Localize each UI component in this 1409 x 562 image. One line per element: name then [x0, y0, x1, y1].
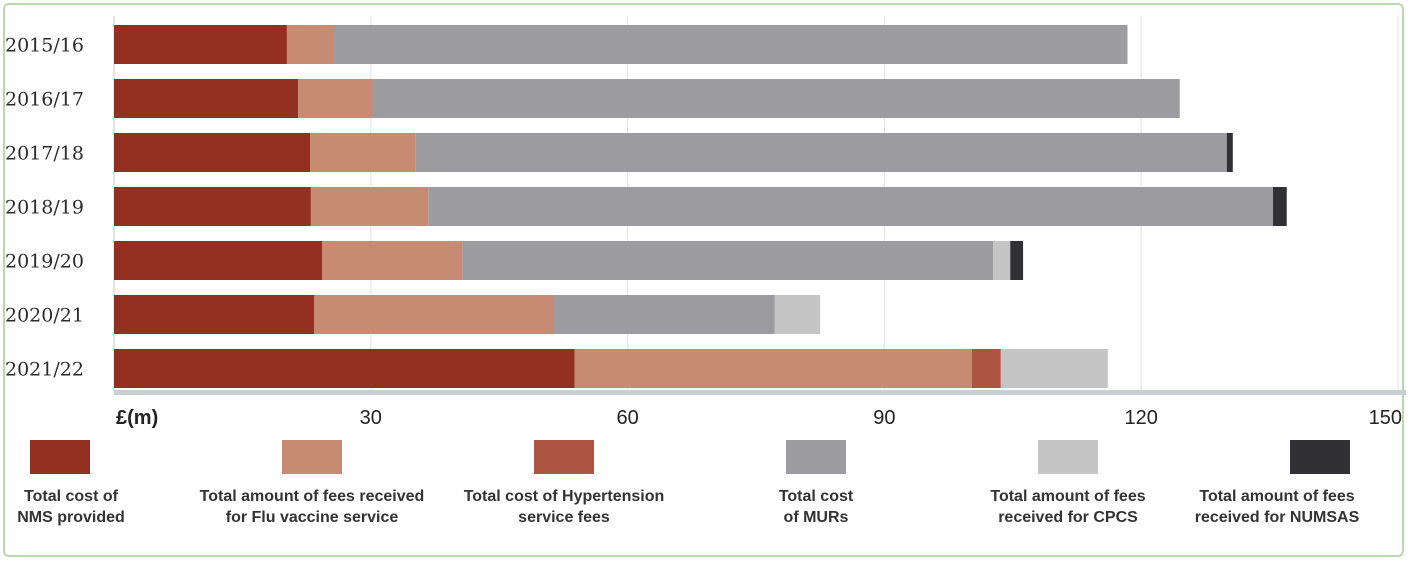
bar-segment: [114, 187, 311, 226]
bar-segment: [114, 133, 311, 172]
bar-segment: [298, 79, 373, 118]
bar-segment: [1273, 187, 1287, 226]
x-axis-line: [114, 390, 1406, 395]
legend-item: Total amount of fees received for Flu va…: [182, 440, 442, 550]
category-label: 2019/20: [5, 251, 84, 273]
legend-swatch: [1290, 440, 1350, 474]
bar-segment: [971, 349, 1001, 388]
legend-swatch: [1038, 440, 1098, 474]
chart-plot: 2015/16 2016/17 2017/18 2018/19 2019/20 2020/…: [5, 16, 1406, 429]
bar-segment: [314, 295, 554, 334]
bar-segment: [993, 241, 1011, 280]
bar-segment: [1010, 241, 1024, 280]
legend-swatch: [282, 440, 342, 474]
legend-item: Total amount of fees received for NUMSAS: [1147, 440, 1407, 550]
bar-segment: [114, 349, 575, 388]
category-label: 2016/17: [5, 89, 84, 111]
bar-segment: [322, 241, 463, 280]
bar-segment: [415, 133, 1227, 172]
legend-item: Total amount of fees received for CPCS: [938, 440, 1198, 550]
bar-segment: [310, 133, 416, 172]
x-axis: £(m) 30 60 90 120 150: [114, 390, 1406, 429]
bar-segment: [574, 349, 972, 388]
bar-segment: [114, 25, 287, 64]
legend-label: Total cost of MURs: [778, 488, 854, 526]
bar-segment: [774, 295, 821, 334]
x-tick-label: 30: [360, 407, 382, 429]
y-axis-labels: 2015/16 2016/17 2017/18 2018/19 2019/20 2020/…: [5, 35, 84, 381]
category-label: 2020/21: [5, 305, 84, 327]
bars: [114, 25, 1287, 388]
legend-label: Total cost of Hypertension service fees: [463, 488, 665, 526]
legend-label: Total cost of NMS provided: [17, 488, 125, 526]
legend-label: Total amount of fees received for NUMSAS: [1194, 488, 1360, 526]
bar-segment: [286, 25, 334, 64]
bar-segment: [114, 295, 315, 334]
category-label: 2018/19: [5, 197, 84, 219]
bar-segment: [114, 241, 323, 280]
bar-segment: [310, 187, 429, 226]
bar-segment: [553, 295, 775, 334]
x-tick-label: 150: [1369, 407, 1402, 429]
category-label: 2015/16: [5, 35, 84, 57]
legend-swatch: [786, 440, 846, 474]
x-tick-label: 90: [873, 407, 895, 429]
legend-label: Total amount of fees received for Flu va…: [199, 488, 425, 526]
bar-segment: [1226, 133, 1233, 172]
legend-swatch: [534, 440, 594, 474]
category-label: 2017/18: [5, 143, 84, 165]
x-axis-unit-label: £(m): [116, 407, 158, 429]
bar-segment: [333, 25, 1128, 64]
legend-item: Total cost of NMS provided: [0, 440, 260, 550]
legend-swatch: [30, 440, 90, 474]
legend-item: Total cost of Hypertension service fees: [434, 440, 694, 550]
x-tick-label: 120: [1125, 407, 1158, 429]
bar-segment: [428, 187, 1274, 226]
legend-label: Total amount of fees received for CPCS: [990, 488, 1146, 526]
legend: Total cost of NMS provided Total amount o…: [0, 440, 1409, 550]
legend-item: Total cost of MURs: [686, 440, 946, 550]
bar-segment: [372, 79, 1180, 118]
x-tick-label: 60: [616, 407, 638, 429]
bar-segment: [114, 79, 299, 118]
category-label: 2021/22: [5, 359, 84, 381]
bar-segment: [1000, 349, 1108, 388]
bar-segment: [462, 241, 994, 280]
